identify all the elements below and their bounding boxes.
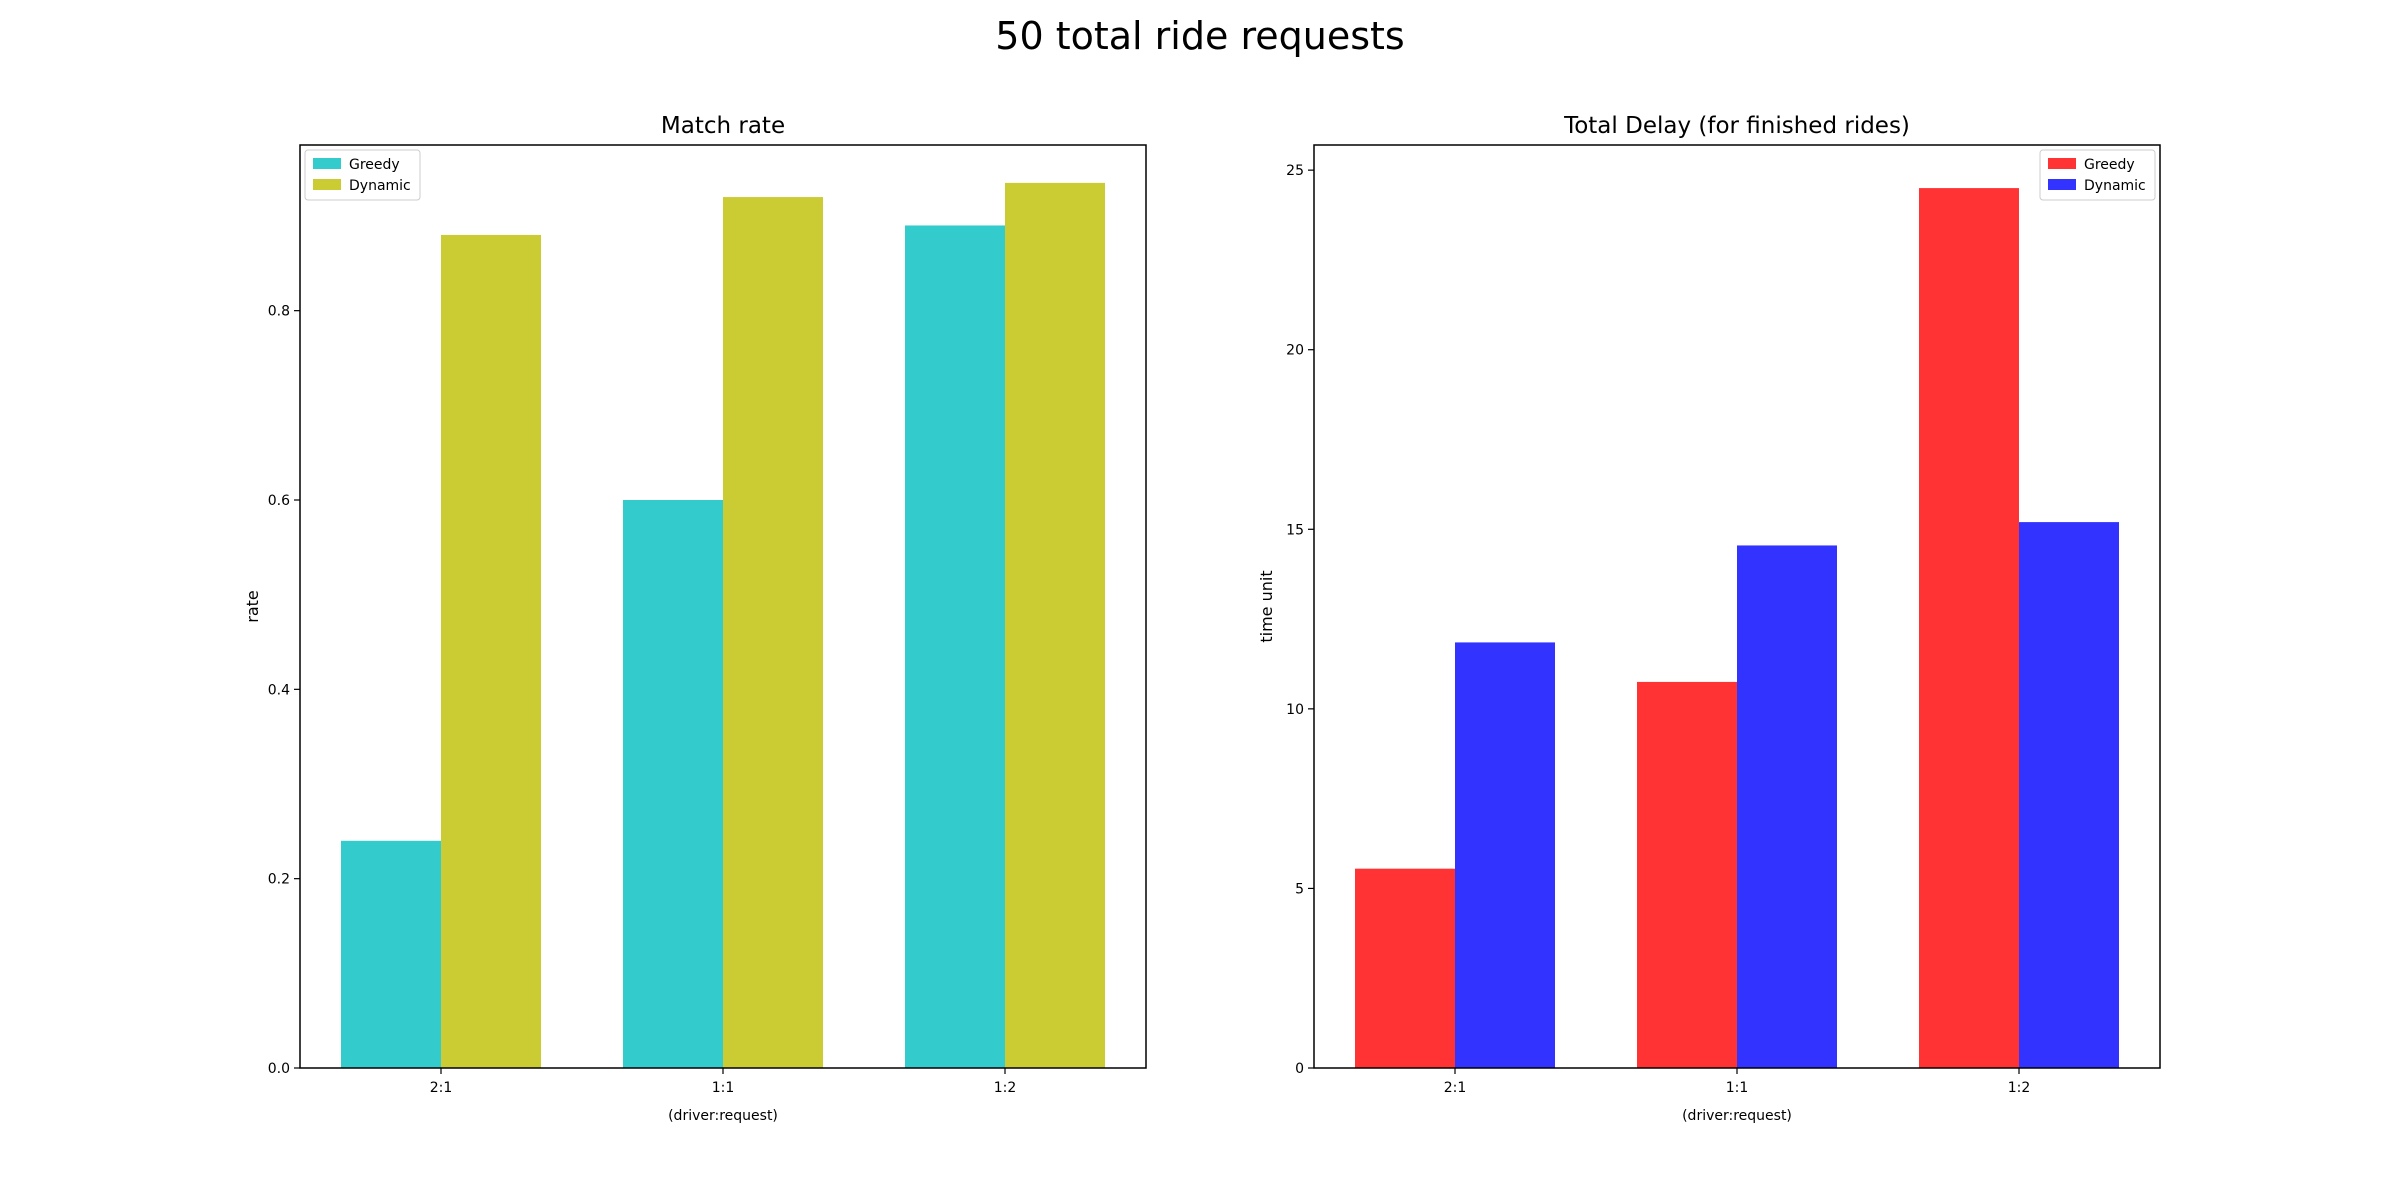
bar-dynamic-1-2 [2019, 522, 2119, 1068]
bar-greedy-2-1 [341, 840, 441, 1068]
x-tick-label: 1:2 [994, 1080, 1017, 1096]
legend-swatch-dynamic [313, 179, 341, 190]
y-tick-label: 0.6 [268, 493, 290, 509]
x-axis-label: (driver:request) [668, 1108, 778, 1124]
y-tick-label: 15 [1286, 522, 1304, 538]
y-tick-label: 20 [1286, 343, 1304, 359]
bar-dynamic-2-1 [441, 234, 541, 1068]
bar-greedy-2-1 [1355, 868, 1455, 1068]
y-tick-label: 0 [1295, 1061, 1304, 1077]
chart-title: Match rate [661, 113, 785, 139]
x-tick-label: 2:1 [430, 1080, 453, 1096]
x-tick-label: 2:1 [1444, 1080, 1467, 1096]
y-axis-label: time unit [1257, 570, 1276, 642]
x-tick-label: 1:1 [1726, 1080, 1749, 1096]
y-tick-label: 0.0 [268, 1061, 290, 1077]
x-axis-label: (driver:request) [1682, 1108, 1792, 1124]
bar-dynamic-2-1 [1455, 642, 1555, 1068]
legend-label-dynamic: Dynamic [349, 178, 411, 194]
bar-dynamic-1-1 [723, 197, 823, 1069]
legend-swatch-greedy [2048, 158, 2076, 169]
legend-label-dynamic: Dynamic [2084, 178, 2146, 194]
bar-dynamic-1-1 [1737, 545, 1837, 1068]
bar-greedy-1-1 [623, 500, 723, 1068]
y-tick-label: 25 [1286, 163, 1304, 179]
legend-label-greedy: Greedy [2084, 157, 2135, 173]
figure-suptitle: 50 total ride requests [995, 14, 1405, 58]
y-tick-label: 0.4 [268, 682, 290, 698]
y-axis-label: rate [243, 590, 262, 623]
legend-swatch-greedy [313, 158, 341, 169]
legend-swatch-dynamic [2048, 179, 2076, 190]
y-tick-label: 0.2 [268, 872, 290, 888]
y-tick-label: 0.8 [268, 304, 290, 320]
legend-label-greedy: Greedy [349, 157, 400, 173]
bar-greedy-1-2 [1919, 188, 2019, 1068]
y-tick-label: 10 [1286, 702, 1304, 718]
x-tick-label: 1:1 [712, 1080, 735, 1096]
x-tick-label: 1:2 [2008, 1080, 2031, 1096]
bar-greedy-1-2 [905, 225, 1005, 1068]
bar-greedy-1-1 [1637, 681, 1737, 1068]
y-tick-label: 5 [1295, 881, 1304, 897]
chart-title: Total Delay (for finished rides) [1563, 113, 1910, 139]
bar-dynamic-1-2 [1005, 182, 1105, 1068]
